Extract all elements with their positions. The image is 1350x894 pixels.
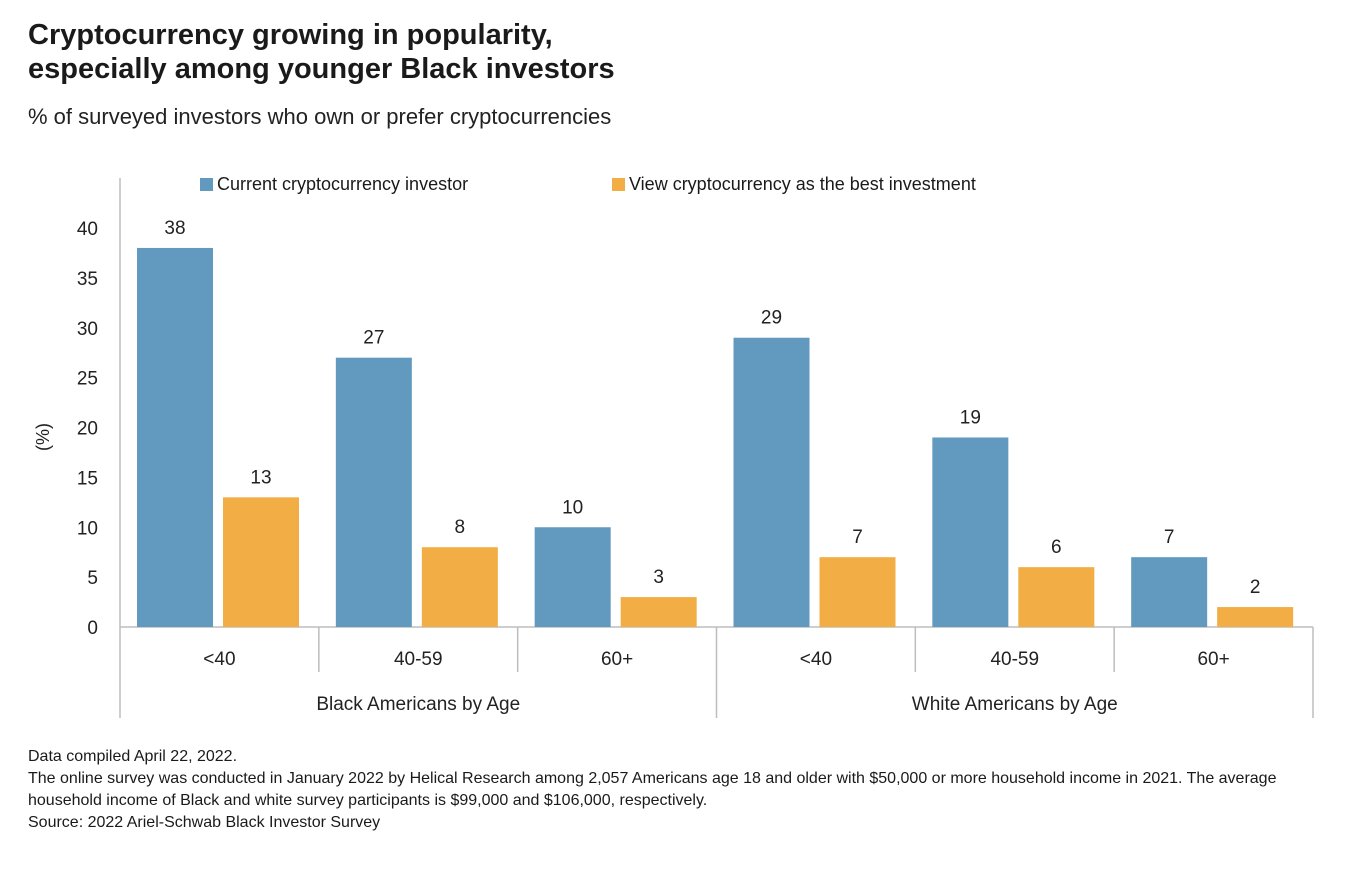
category-label: <40 <box>203 649 235 670</box>
y-tick-label: 10 <box>77 518 98 539</box>
bar-current-investor <box>1131 557 1208 627</box>
y-tick-label: 15 <box>77 468 98 489</box>
data-label: 3 <box>653 567 664 588</box>
data-label: 10 <box>562 497 583 518</box>
data-label: 29 <box>761 308 782 329</box>
category-label: 60+ <box>1197 649 1229 670</box>
bar-current-investor <box>335 357 412 627</box>
y-tick-label: 40 <box>77 219 98 240</box>
bar-best-investment <box>421 547 498 627</box>
bar-best-investment <box>620 597 697 627</box>
category-label: 40-59 <box>990 649 1039 670</box>
y-tick-label: 30 <box>77 319 98 340</box>
group-label: White Americans by Age <box>912 694 1118 715</box>
data-label: 38 <box>164 218 185 239</box>
legend-item-current-investor: Current cryptocurrency investor <box>200 174 468 195</box>
y-tick-label: 5 <box>87 568 98 589</box>
bar-best-investment <box>1018 567 1095 627</box>
legend-item-best-investment: View cryptocurrency as the best investme… <box>612 174 976 195</box>
category-label: <40 <box>800 649 832 670</box>
legend-swatch-orange <box>612 178 625 191</box>
note-source: Source: 2022 Ariel-Schwab Black Investor… <box>28 814 381 831</box>
y-tick-label: 25 <box>77 369 98 390</box>
chart-subtitle: % of surveyed investors who own or prefe… <box>28 104 612 129</box>
title-line-1: Cryptocurrency growing in popularity, <box>28 19 553 51</box>
title-line-2: especially among younger Black investors <box>28 53 615 85</box>
y-tick-label: 0 <box>87 618 98 639</box>
data-label: 8 <box>455 517 466 538</box>
bar-current-investor <box>534 527 611 627</box>
note-date: Data compiled April 22, 2022. <box>28 748 238 765</box>
chart-notes: Data compiled April 22, 2022. The online… <box>28 746 1288 834</box>
note-methodology: The online survey was conducted in Janua… <box>28 770 1277 809</box>
bar-best-investment <box>819 557 896 627</box>
data-label: 2 <box>1250 577 1261 598</box>
chart-title: Cryptocurrency growing in popularity, es… <box>28 18 928 86</box>
legend-swatch-blue <box>200 178 213 191</box>
legend-label: View cryptocurrency as the best investme… <box>629 174 976 194</box>
bar-current-investor <box>733 337 810 627</box>
data-label: 13 <box>250 467 271 488</box>
legend-label: Current cryptocurrency investor <box>217 174 469 194</box>
category-label: 60+ <box>601 649 633 670</box>
data-label: 7 <box>852 527 863 548</box>
bar-best-investment <box>1217 607 1294 627</box>
data-label: 19 <box>960 407 981 428</box>
bar-current-investor <box>932 437 1009 627</box>
y-tick-label: 35 <box>77 269 98 290</box>
category-label: 40-59 <box>394 649 443 670</box>
data-label: 6 <box>1051 537 1062 558</box>
bar-current-investor <box>137 247 213 627</box>
y-axis-label: (%) <box>33 423 53 451</box>
bar-best-investment <box>223 497 299 627</box>
group-label: Black Americans by Age <box>316 694 520 715</box>
data-label: 7 <box>1164 527 1175 548</box>
data-label: 27 <box>363 328 384 349</box>
bar-chart: 0 5 10 15 20 25 30 35 40 (%) <40 40-59 60+ <40 40-59 60… <box>33 178 1314 718</box>
y-tick-label: 20 <box>77 419 98 440</box>
